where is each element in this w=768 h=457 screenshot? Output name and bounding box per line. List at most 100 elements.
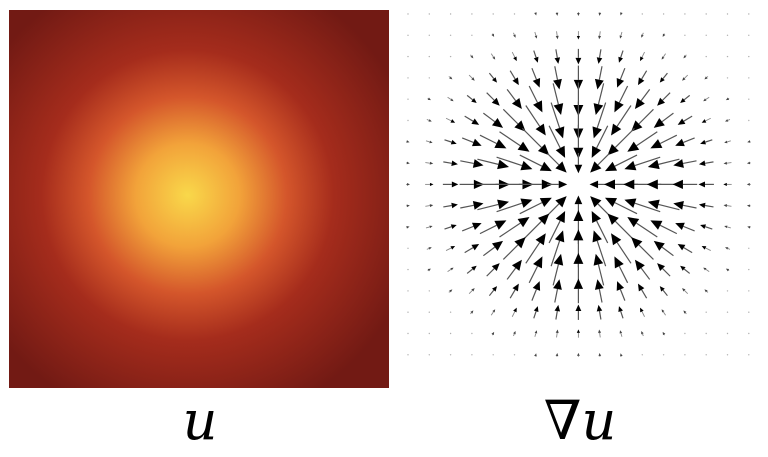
gradient-arrow <box>619 330 623 337</box>
gradient-arrow <box>746 204 751 208</box>
gradient-arrow <box>548 210 566 244</box>
gradient-arrow <box>492 354 494 356</box>
gradient-arrow <box>748 77 750 79</box>
gradient-arrow <box>657 92 671 106</box>
gradient-arrow <box>704 76 709 80</box>
gradient-arrow <box>554 49 561 64</box>
gradient-arrow <box>444 224 457 230</box>
gradient-arrow <box>673 159 697 168</box>
gradient-arrow <box>428 290 430 292</box>
gradient-arrow <box>594 279 604 303</box>
gradient-arrow <box>590 153 610 173</box>
gradient-arrow <box>591 125 609 158</box>
gradient-arrow <box>748 13 750 15</box>
gradient-arrow <box>726 13 729 15</box>
gradient-arrow <box>659 286 668 297</box>
gradient-arrow <box>428 77 430 79</box>
gradient-arrow <box>748 247 750 249</box>
gradient-arrow <box>534 31 538 39</box>
gradient-arrow <box>407 311 409 313</box>
gradient-arrow <box>511 307 517 317</box>
gradient-arrow <box>425 140 433 144</box>
gradient-arrow <box>491 33 495 37</box>
gradient-arrow <box>726 332 729 335</box>
gradient-arrow <box>726 34 729 36</box>
gradient-arrow <box>698 160 714 167</box>
gradient-arrow <box>698 202 714 209</box>
gradient-arrow <box>662 33 666 37</box>
gradient-arrow <box>673 200 697 210</box>
gradient-arrow <box>525 233 546 264</box>
gradient-arrow <box>552 83 564 115</box>
gradient-arrow <box>631 237 654 260</box>
gradient-arrow <box>506 259 522 280</box>
gradient-arrow <box>533 50 539 63</box>
gradient-arrow <box>650 220 678 235</box>
gradient-arrow <box>682 74 689 81</box>
gradient-arrow <box>641 13 643 15</box>
gradient-arrow <box>614 256 629 284</box>
gradient-arrow <box>618 50 624 63</box>
gradient-arrow <box>407 34 409 36</box>
gradient-arrow <box>598 31 602 40</box>
gradient-arrow <box>425 204 434 208</box>
gradient-arrow <box>502 237 526 260</box>
gradient-arrow <box>488 286 498 297</box>
gradient-arrow <box>704 289 709 293</box>
gradient-arrow <box>428 34 430 36</box>
gradient-arrow <box>726 55 729 58</box>
gradient-arrow <box>531 67 541 88</box>
gradient-arrow <box>576 31 580 40</box>
gradient-arrow <box>724 140 731 144</box>
gradient-arrow <box>461 137 482 147</box>
gradient-arrow <box>659 72 668 83</box>
gradient-arrow <box>746 183 751 186</box>
gradient-arrow <box>486 263 500 277</box>
gradient-arrow <box>499 217 530 238</box>
gradient-arrow <box>477 158 509 170</box>
gradient-arrow <box>513 32 516 38</box>
gradient-arrow <box>725 97 730 101</box>
gradient-arrow <box>449 34 452 36</box>
gradient-arrow <box>479 134 507 149</box>
gradient-arrow <box>509 283 519 299</box>
gradient-arrow <box>555 329 559 338</box>
gradient-arrow <box>703 267 710 272</box>
gradient-arrow <box>449 332 452 335</box>
gradient-arrow <box>724 225 731 229</box>
gradient-arrow <box>616 67 626 88</box>
gradient-arrow <box>637 283 648 299</box>
gradient-arrow <box>468 74 475 81</box>
heatmap-fill <box>9 10 389 388</box>
gradient-arrow <box>662 331 666 336</box>
gradient-arrow <box>684 34 686 36</box>
gradient-arrow <box>553 66 562 90</box>
gradient-arrow <box>513 13 516 15</box>
heatmap-svg <box>9 10 389 388</box>
gradient-arrow <box>594 66 604 90</box>
gradient-arrow <box>748 268 750 271</box>
vector-field-svg <box>406 12 751 357</box>
gradient-arrow <box>407 119 409 122</box>
gradient-arrow <box>726 311 729 313</box>
gradient-arrow <box>407 354 409 356</box>
gradient-arrow <box>725 119 731 122</box>
gradient-arrow <box>747 226 751 229</box>
gradient-arrow <box>490 309 496 316</box>
gradient-arrow <box>428 354 430 356</box>
gradient-arrow <box>407 55 409 58</box>
gradient-arrow <box>460 200 484 210</box>
gradient-arrow <box>592 102 607 139</box>
gradient-arrow <box>550 230 565 267</box>
gradient-arrow <box>593 83 605 115</box>
gradient-arrow <box>448 289 453 293</box>
gradient-arrow <box>577 12 580 16</box>
gradient-arrow <box>661 53 666 60</box>
gradient-vector-field <box>396 0 768 395</box>
gradient-arrow <box>705 13 707 15</box>
gradient-arrow <box>461 222 482 232</box>
gradient-field-label: ∇u <box>543 389 617 452</box>
gradient-arrow <box>534 12 537 16</box>
gradient-arrow <box>726 354 729 356</box>
gradient-arrow <box>406 183 410 186</box>
